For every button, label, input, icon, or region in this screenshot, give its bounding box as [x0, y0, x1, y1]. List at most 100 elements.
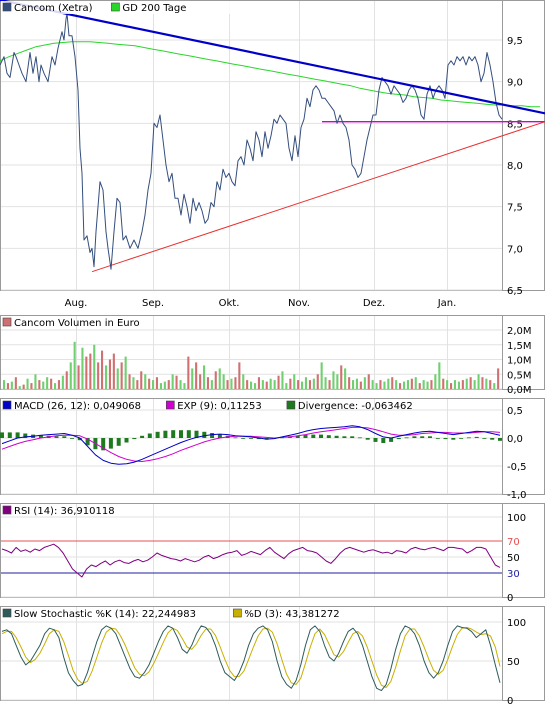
macd-line	[1, 425, 501, 465]
macd-tick-label: 0,0	[507, 434, 523, 445]
volume-bar	[363, 377, 366, 389]
volume-bar	[446, 380, 449, 389]
volume-bar	[426, 381, 429, 389]
volume-bar	[140, 371, 143, 389]
panel-frame	[0, 503, 545, 598]
volume-bar	[18, 386, 21, 389]
divergence-bar	[381, 438, 386, 443]
legend-swatch	[2, 400, 12, 410]
volume-bar	[399, 383, 402, 389]
exp-line	[1, 426, 501, 462]
volume-bar	[422, 380, 425, 389]
volume-bar	[489, 380, 492, 389]
volume-bar	[403, 381, 406, 389]
divergence-bar	[101, 438, 106, 451]
volume-bar	[352, 380, 355, 389]
panel-1: 2,0M 1,5M 1,0M 0,5M 0,0M Cancom Volumen in Eu…	[0, 315, 545, 396]
volume-bar	[105, 365, 108, 389]
divergence-bar	[155, 431, 160, 438]
legend-swatch	[2, 317, 12, 327]
divergence-bar	[443, 438, 448, 440]
volume-bar	[406, 380, 409, 389]
volume-bar	[297, 380, 300, 389]
volume-bar	[238, 362, 241, 389]
divergence-bar	[132, 438, 137, 440]
volume-bar	[450, 383, 453, 389]
volume-bar	[469, 377, 472, 389]
volume-bar	[132, 377, 135, 389]
volume-bar	[89, 353, 92, 389]
legend-label: EXP (9): 0,11253	[177, 401, 261, 412]
volume-bar	[410, 378, 413, 389]
volume-bar	[250, 381, 253, 389]
legend-swatch	[233, 608, 242, 618]
volume-bar	[371, 380, 374, 389]
volume-bar	[242, 374, 245, 390]
divergence-bar	[311, 434, 316, 438]
divergence-bar	[233, 437, 238, 439]
month-label: Dez.	[363, 298, 385, 309]
divergence-bar	[474, 436, 479, 438]
volume-bar	[497, 368, 500, 389]
panel-2: 0,5 0,0 -0,5 -1,0 MACD (26, 12): 0,049068 EXP…	[0, 398, 545, 501]
stoch-tick-label: 50	[507, 657, 520, 668]
panel-3: 100 70 50 30 0 RSI (14): 36,910118	[0, 503, 545, 604]
volume-bar	[453, 380, 456, 389]
month-label: Sep.	[142, 298, 164, 309]
legend-swatch	[111, 2, 120, 12]
volume-bar	[6, 383, 9, 389]
divergence-bar	[147, 433, 152, 438]
divergence-bar	[373, 438, 378, 442]
volume-bar	[65, 371, 68, 389]
volume-bar	[312, 378, 315, 389]
volume-bar	[69, 362, 72, 389]
volume-tick-label: 0,5M	[507, 370, 532, 381]
divergence-bar	[186, 430, 191, 438]
volume-bar	[187, 356, 190, 389]
stoch-k-line	[1, 625, 501, 692]
volume-tick-label: 1,0M	[507, 356, 532, 367]
macd-tick-label: -0,5	[507, 462, 527, 473]
panel-frame	[0, 0, 545, 291]
volume-bar	[85, 356, 88, 389]
divergence-bar	[420, 436, 425, 438]
volume-bar	[38, 380, 41, 389]
volume-bar	[3, 380, 6, 389]
volume-bar	[159, 383, 162, 389]
month-label: Nov.	[288, 298, 310, 309]
volume-bar	[26, 378, 29, 389]
divergence-bar	[396, 438, 401, 440]
divergence-bar	[241, 438, 246, 439]
rsi-tick-label: 30	[507, 569, 520, 580]
volume-bar	[461, 380, 464, 389]
legend-label: RSI (14): 36,910118	[14, 506, 115, 517]
volume-bar	[395, 380, 398, 389]
divergence-bar	[326, 435, 331, 438]
volume-bar	[246, 380, 249, 389]
volume-bar	[301, 381, 304, 389]
month-label: Okt.	[219, 298, 240, 309]
price-tick-label: 7,5	[507, 203, 523, 214]
panel-frame	[0, 606, 545, 701]
volume-bar	[163, 381, 166, 389]
macd-tick-label: 0,5	[507, 406, 523, 417]
divergence-bar	[357, 437, 362, 439]
volume-bar	[57, 380, 60, 389]
volume-bar	[167, 380, 170, 389]
divergence-bar	[163, 430, 168, 438]
volume-bar	[128, 374, 131, 390]
volume-bar	[120, 362, 123, 389]
divergence-bar	[116, 438, 121, 446]
volume-bar	[77, 365, 80, 389]
macd-tick-label: -1,0	[507, 490, 527, 501]
divergence-bar	[85, 438, 90, 446]
volume-bar	[50, 378, 53, 389]
month-label: Aug.	[65, 298, 88, 309]
uptrend-line	[91, 121, 545, 273]
volume-bar	[97, 362, 100, 389]
volume-bar	[101, 350, 104, 389]
volume-bar	[148, 378, 151, 389]
divergence-bar	[70, 438, 74, 439]
volume-bar	[344, 368, 347, 389]
volume-bar	[218, 368, 221, 389]
